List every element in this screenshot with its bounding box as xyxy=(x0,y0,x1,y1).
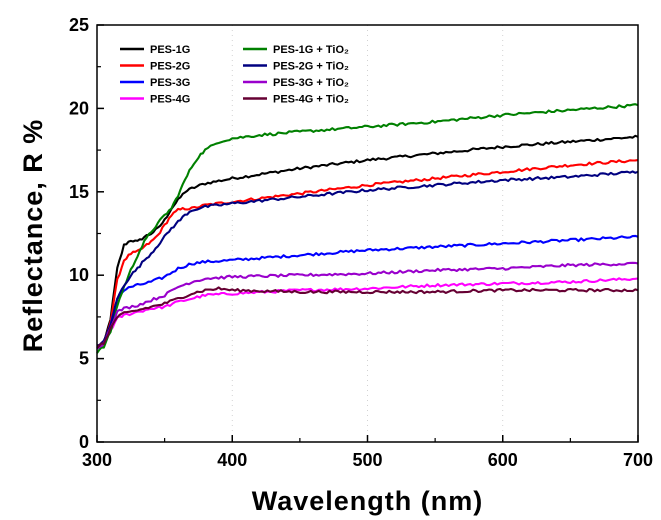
y-axis-title: Reflectance, R % xyxy=(18,119,48,353)
legend-label: PES-3G + TiO₂ xyxy=(273,77,349,89)
legend-label: PES-4G + TiO₂ xyxy=(273,94,349,106)
legend-label: PES-2G xyxy=(150,61,190,73)
legend-label: PES-4G xyxy=(150,94,190,106)
legend: PES-1G PES-2G PES-3G PES-4G PES-1G + TiO₂ PES… xyxy=(120,44,349,106)
y-tick-label: 20 xyxy=(69,98,89,118)
series-line xyxy=(96,159,639,347)
x-axis-title: Wavelength (nm) xyxy=(252,486,484,516)
x-tick-label: 400 xyxy=(217,450,247,470)
legend-label: PES-1G xyxy=(150,44,190,56)
series-line xyxy=(96,286,639,349)
series-line xyxy=(96,261,639,350)
series-line xyxy=(96,277,639,350)
axis-ticks: 300 400 500 600 700 0 5 10 15 20 25 xyxy=(69,15,653,470)
x-tick-label: 500 xyxy=(352,450,382,470)
series-line xyxy=(96,103,639,354)
legend-label: PES-1G + TiO₂ xyxy=(273,44,349,56)
series-line xyxy=(96,134,639,350)
y-tick-label: 0 xyxy=(79,432,89,452)
x-tick-label: 600 xyxy=(488,450,518,470)
legend-label: PES-2G + TiO₂ xyxy=(273,61,349,73)
series-line xyxy=(96,170,639,347)
x-tick-label: 700 xyxy=(623,450,653,470)
series-layer xyxy=(96,103,639,354)
series-line xyxy=(96,234,639,350)
y-tick-label: 10 xyxy=(69,265,89,285)
y-tick-label: 25 xyxy=(69,15,89,35)
y-tick-label: 15 xyxy=(69,182,89,202)
legend-label: PES-3G xyxy=(150,77,190,89)
y-tick-label: 5 xyxy=(79,349,89,369)
x-tick-label: 300 xyxy=(82,450,112,470)
